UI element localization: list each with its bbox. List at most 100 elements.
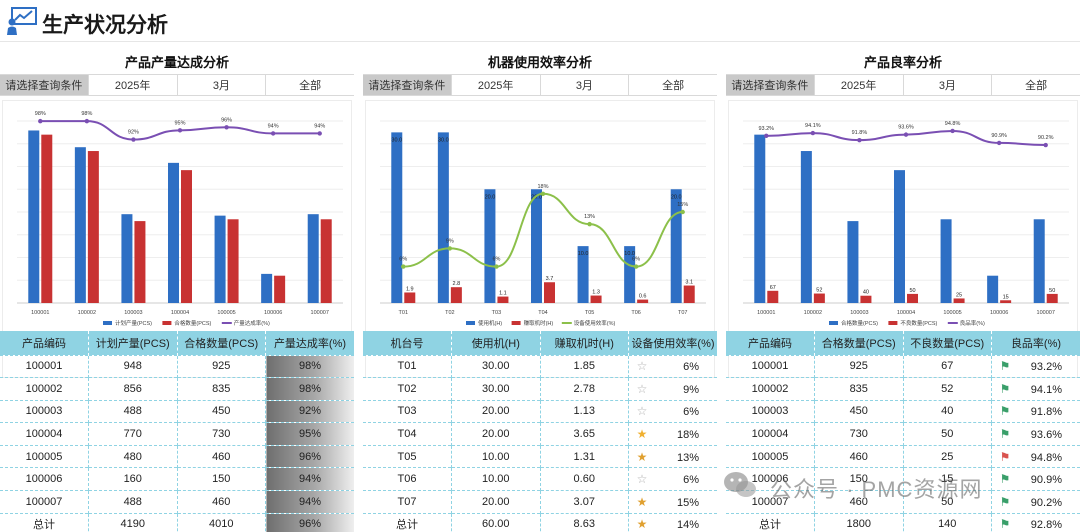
- table-cell: 20.00: [451, 490, 541, 514]
- legend-label: 合格数量(PCS): [174, 319, 211, 327]
- filter-bar: 请选择查询条件 2025年 3月 全部: [0, 74, 354, 96]
- table-row: 100006 160 150 94%: [0, 467, 354, 491]
- line-point: [680, 209, 685, 215]
- bar: [813, 293, 825, 303]
- table-cell: 460: [177, 444, 266, 468]
- table-cell: 925: [814, 354, 904, 378]
- bar: [637, 299, 649, 303]
- table-cell: ⚑ 94.8%: [991, 444, 1080, 468]
- data-label: 15: [1003, 294, 1009, 300]
- all-filter[interactable]: 全部: [629, 75, 717, 95]
- flag-icon: ⚑: [999, 427, 1011, 442]
- col-header: 良品率(%): [991, 331, 1080, 355]
- flag-icon: ⚑: [999, 359, 1011, 374]
- rate-value: 94%: [298, 473, 322, 486]
- flag-icon: ⚑: [999, 472, 1011, 487]
- col-header: 合格数量(PCS): [814, 331, 904, 355]
- col-header: 使用机(H): [451, 331, 541, 355]
- query-condition-button[interactable]: 请选择查询条件: [0, 75, 89, 95]
- line-label: 6%: [492, 257, 500, 263]
- rate-value: 92%: [298, 405, 322, 418]
- legend-swatch: [888, 321, 898, 325]
- page-title: 生产状况分析: [42, 14, 168, 37]
- rate-value: 94.1%: [1030, 383, 1062, 396]
- production-table: 产品编码 计划产量(PCS) 合格数量(PCS) 产量达成率(%) 100001…: [0, 331, 354, 532]
- total-row: 总计 4190 4010 96%: [0, 512, 354, 532]
- bar: [987, 275, 999, 303]
- bar: [907, 293, 918, 303]
- bar: [227, 219, 239, 303]
- table-row: 100003 450 40 ⚑ 91.8%: [726, 399, 1080, 423]
- month-filter[interactable]: 3月: [903, 75, 993, 95]
- star-icon: ☆: [636, 359, 648, 374]
- table-cell: 460: [814, 444, 904, 468]
- filter-bar: 请选择查询条件 2025年 3月 全部: [726, 74, 1080, 96]
- bar: [320, 219, 332, 303]
- col-header: 合格数量(PCS): [177, 331, 266, 355]
- bar: [1000, 300, 1012, 303]
- table-cell: 460: [177, 490, 266, 514]
- all-filter[interactable]: 全部: [266, 75, 354, 95]
- all-filter[interactable]: 全部: [992, 75, 1080, 95]
- flag-icon: ⚑: [999, 494, 1011, 509]
- bar: [847, 221, 859, 303]
- line-point: [540, 191, 546, 196]
- table-cell: 835: [814, 377, 904, 401]
- star-icon: ★: [636, 517, 648, 532]
- data-label: 1.9: [406, 286, 414, 292]
- tick-label: 100004: [171, 310, 189, 316]
- data-label: 52: [816, 288, 822, 294]
- line-point: [1043, 142, 1048, 148]
- bar: [87, 151, 99, 303]
- year-filter[interactable]: 2025年: [451, 75, 541, 95]
- table-row: T07 20.00 3.07 ★ 15%: [363, 490, 717, 514]
- table-cell: 856: [88, 377, 178, 401]
- bar: [28, 130, 40, 303]
- data-label: 50: [909, 288, 915, 294]
- tick-label: T02: [445, 310, 454, 316]
- table-cell: 总计: [726, 512, 815, 532]
- line-label: 93.6%: [898, 125, 914, 131]
- table-row: T05 10.00 1.31 ★ 13%: [363, 444, 717, 468]
- table-cell: 150: [177, 467, 266, 491]
- year-filter[interactable]: 2025年: [814, 75, 904, 95]
- table-cell: 100006: [0, 467, 89, 491]
- table-cell: 98%: [265, 354, 354, 378]
- bar: [577, 246, 589, 303]
- table-cell: T02: [363, 377, 452, 401]
- tick-label: 100005: [217, 310, 235, 316]
- table-cell: 2.78: [540, 377, 629, 401]
- query-condition-button[interactable]: 请选择查询条件: [726, 75, 815, 95]
- line-point: [270, 131, 276, 136]
- rate-value: 94.8%: [1030, 451, 1062, 464]
- production-chart-svg: 100001 100002 100003 100004 100005 100006 1000…: [17, 111, 343, 327]
- yield-panel: 产品良率分析 请选择查询条件 2025年 3月 全部 67 100001 52 100…: [726, 50, 1080, 532]
- line-label: 96%: [221, 117, 232, 123]
- line-label: 98%: [81, 111, 92, 117]
- table-cell: ☆ 6%: [628, 467, 717, 491]
- table-cell: 100002: [0, 377, 89, 401]
- table-cell: 50: [903, 490, 992, 514]
- table-cell: 30.00: [451, 354, 541, 378]
- month-filter[interactable]: 3月: [177, 75, 267, 95]
- data-label: 0.6: [639, 294, 647, 300]
- star-icon: ☆: [636, 404, 648, 419]
- query-condition-button[interactable]: 请选择查询条件: [363, 75, 452, 95]
- data-label: 20.0: [485, 194, 496, 200]
- bar: [261, 273, 273, 303]
- panel-title: 产品产量达成分析: [124, 55, 229, 70]
- data-label: 25: [956, 292, 962, 298]
- line-label: 15%: [677, 202, 688, 208]
- line-point: [84, 118, 90, 124]
- data-label: 67: [770, 285, 776, 291]
- data-label: 30.0: [391, 137, 402, 143]
- month-filter[interactable]: 3月: [540, 75, 630, 95]
- bar: [624, 246, 636, 303]
- col-header: 不良数量(PCS): [903, 331, 992, 355]
- year-filter[interactable]: 2025年: [88, 75, 178, 95]
- legend-label: 不良数量(PCS): [900, 319, 937, 327]
- table-cell: ★ 18%: [628, 422, 717, 446]
- data-label: 50: [1049, 288, 1055, 294]
- tick-label: 100007: [1037, 310, 1055, 316]
- star-icon: ☆: [636, 381, 648, 396]
